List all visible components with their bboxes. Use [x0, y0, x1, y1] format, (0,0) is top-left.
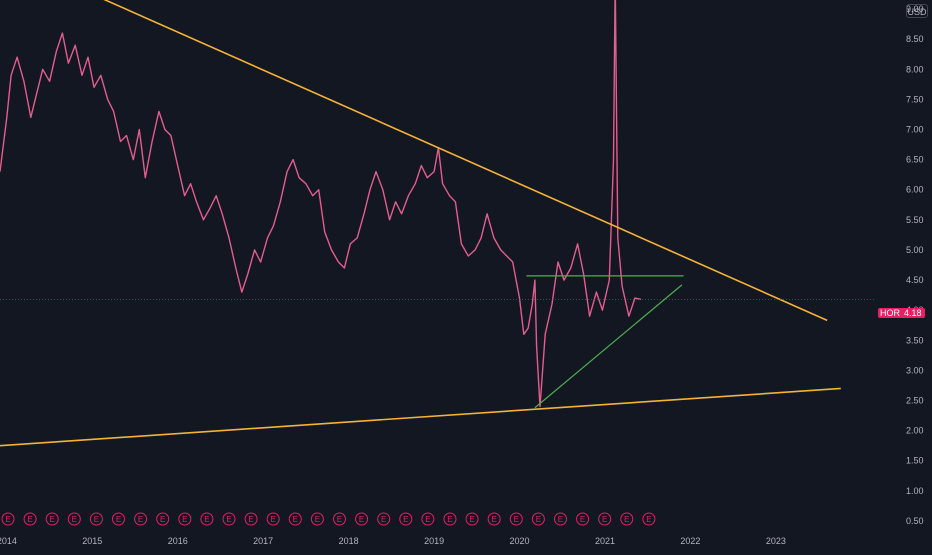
- x-tick-label: 2020: [510, 536, 530, 546]
- earnings-marker[interactable]: [598, 512, 612, 526]
- earnings-marker[interactable]: [244, 512, 258, 526]
- earnings-marker-label: E: [646, 515, 651, 524]
- x-tick-label: 2021: [595, 536, 615, 546]
- x-tick-label: 2019: [424, 536, 444, 546]
- earnings-marker[interactable]: [553, 512, 567, 526]
- earnings-marker-label: E: [403, 515, 408, 524]
- earnings-marker[interactable]: [355, 512, 369, 526]
- earnings-marker[interactable]: [377, 512, 391, 526]
- earnings-marker[interactable]: [1, 512, 15, 526]
- x-tick-label: 2014: [0, 536, 17, 546]
- earnings-marker[interactable]: [443, 512, 457, 526]
- earnings-marker[interactable]: [67, 512, 81, 526]
- earnings-marker[interactable]: [620, 512, 634, 526]
- earnings-marker[interactable]: [531, 512, 545, 526]
- earnings-marker-label: E: [381, 515, 386, 524]
- x-tick-label: 2018: [339, 536, 359, 546]
- earnings-marker-label: E: [337, 515, 342, 524]
- earnings-marker-label: E: [469, 515, 474, 524]
- earnings-marker[interactable]: [111, 512, 125, 526]
- y-tick-label: 5.00: [906, 245, 924, 255]
- earnings-marker-label: E: [94, 515, 99, 524]
- x-tick-label: 2016: [168, 536, 188, 546]
- earnings-marker-label: E: [72, 515, 77, 524]
- earnings-marker-label: E: [580, 515, 585, 524]
- earnings-marker-label: E: [558, 515, 563, 524]
- earnings-marker[interactable]: [134, 512, 148, 526]
- earnings-marker-label: E: [27, 515, 32, 524]
- earnings-marker-label: E: [182, 515, 187, 524]
- trendline-3[interactable]: [534, 284, 683, 409]
- earnings-marker-label: E: [514, 515, 519, 524]
- earnings-marker-label: E: [50, 515, 55, 524]
- earnings-marker[interactable]: [421, 512, 435, 526]
- earnings-marker[interactable]: [200, 512, 214, 526]
- earnings-marker[interactable]: [23, 512, 37, 526]
- earnings-marker-label: E: [160, 515, 165, 524]
- trendline-1[interactable]: [24, 0, 828, 322]
- y-tick-label: 6.00: [906, 185, 924, 195]
- earnings-marker-label: E: [359, 515, 364, 524]
- earnings-marker[interactable]: [576, 512, 590, 526]
- earnings-marker-label: E: [492, 515, 497, 524]
- earnings-marker-label: E: [5, 515, 10, 524]
- earnings-marker-label: E: [447, 515, 452, 524]
- earnings-marker[interactable]: [509, 512, 523, 526]
- earnings-marker-label: E: [204, 515, 209, 524]
- earnings-marker-label: E: [116, 515, 121, 524]
- earnings-marker[interactable]: [266, 512, 280, 526]
- y-tick-label: 7.50: [906, 94, 924, 104]
- earnings-marker-label: E: [226, 515, 231, 524]
- earnings-marker-label: E: [248, 515, 253, 524]
- y-tick-label: 2.50: [906, 396, 924, 406]
- y-tick-label: 1.00: [906, 486, 924, 496]
- ticker-symbol: HOR: [878, 307, 902, 318]
- earnings-marker[interactable]: [222, 512, 236, 526]
- y-tick-label: 3.00: [906, 365, 924, 375]
- y-tick-label: 6.50: [906, 155, 924, 165]
- earnings-marker[interactable]: [89, 512, 103, 526]
- y-tick-label: 7.00: [906, 124, 924, 134]
- earnings-marker-label: E: [271, 515, 276, 524]
- earnings-marker-label: E: [293, 515, 298, 524]
- y-tick-label: 0.50: [906, 516, 924, 526]
- earnings-marker-label: E: [315, 515, 320, 524]
- earnings-marker[interactable]: [399, 512, 413, 526]
- earnings-marker-label: E: [425, 515, 430, 524]
- y-tick-label: 2.00: [906, 426, 924, 436]
- earnings-marker[interactable]: [465, 512, 479, 526]
- y-tick-label: 8.00: [906, 64, 924, 74]
- earnings-marker[interactable]: [310, 512, 324, 526]
- earnings-marker[interactable]: [288, 512, 302, 526]
- x-tick-label: 2022: [680, 536, 700, 546]
- price-series-line[interactable]: [0, 0, 642, 408]
- x-tick-label: 2023: [766, 536, 786, 546]
- y-tick-label: 3.50: [906, 335, 924, 345]
- y-tick-label: 1.50: [906, 456, 924, 466]
- x-tick-label: 2015: [82, 536, 102, 546]
- earnings-marker-label: E: [602, 515, 607, 524]
- earnings-marker[interactable]: [642, 512, 656, 526]
- y-tick-label: 4.50: [906, 275, 924, 285]
- earnings-marker[interactable]: [156, 512, 170, 526]
- currency-badge[interactable]: USD: [906, 4, 928, 18]
- y-tick-label: 5.50: [906, 215, 924, 225]
- earnings-marker-label: E: [624, 515, 629, 524]
- earnings-marker-label: E: [536, 515, 541, 524]
- earnings-marker[interactable]: [178, 512, 192, 526]
- last-price-value: 4.18: [902, 307, 925, 318]
- earnings-marker-label: E: [138, 515, 143, 524]
- earnings-marker[interactable]: [487, 512, 501, 526]
- earnings-marker[interactable]: [45, 512, 59, 526]
- y-tick-label: 9.00: [906, 4, 924, 14]
- trendline-2[interactable]: [0, 387, 841, 447]
- x-tick-label: 2017: [253, 536, 273, 546]
- last-price-tag: HOR 4.18: [878, 306, 925, 319]
- earnings-marker[interactable]: [332, 512, 346, 526]
- y-tick-label: 8.50: [906, 34, 924, 44]
